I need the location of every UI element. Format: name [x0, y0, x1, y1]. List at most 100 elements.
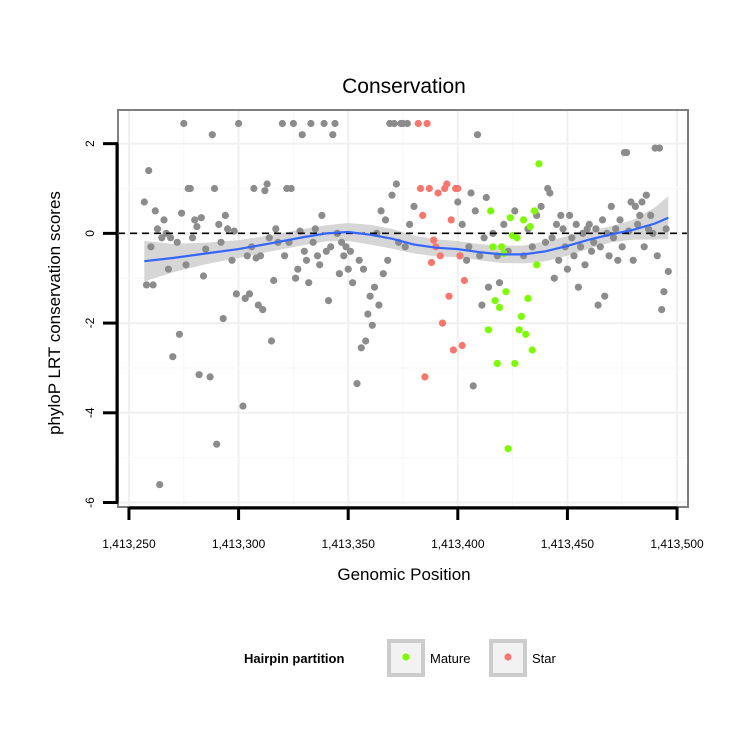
point-other [305, 279, 313, 287]
point-mature [515, 326, 523, 334]
point-mature [528, 346, 536, 354]
point-other [631, 202, 640, 210]
point-other [243, 252, 251, 260]
point-star [456, 252, 464, 260]
point-other [145, 167, 153, 175]
point-other [175, 330, 183, 338]
point-other [239, 402, 247, 410]
point-other [467, 189, 475, 197]
point-other [664, 267, 672, 276]
point-other [292, 274, 300, 282]
point-other [142, 281, 151, 289]
point-other [228, 256, 236, 264]
point-other [546, 189, 554, 197]
point-other [601, 292, 609, 300]
x-tick-label: 1,413,350 [321, 537, 375, 551]
point-other [609, 234, 618, 242]
legend-dot-mature [402, 653, 410, 661]
point-other [406, 220, 414, 228]
point-mature [522, 330, 530, 338]
point-other [188, 234, 197, 242]
point-other [259, 306, 267, 314]
point-other [370, 283, 379, 291]
point-other [480, 234, 488, 242]
point-other [364, 310, 372, 318]
point-other [463, 256, 471, 264]
y-tick-label: 0 [83, 230, 97, 237]
point-other [636, 211, 644, 219]
point-other [180, 119, 188, 128]
point-other [235, 119, 243, 128]
loess-line [144, 216, 669, 263]
point-other [377, 207, 385, 215]
legend: Hairpin partition Mature Star [244, 639, 557, 677]
point-other [311, 225, 319, 233]
point-other [245, 290, 254, 298]
point-mature [511, 359, 519, 368]
point-other [278, 119, 286, 128]
point-mature [520, 216, 528, 224]
point-other [587, 247, 596, 255]
point-other [217, 238, 225, 246]
point-other [281, 252, 289, 260]
legend-title: Hairpin partition [244, 651, 344, 666]
x-tick-label: 1,413,400 [431, 537, 485, 551]
point-other [566, 211, 574, 219]
point-mature [513, 234, 521, 242]
point-mature [495, 303, 504, 311]
point-other [585, 220, 593, 228]
point-other [307, 119, 315, 128]
point-mature [498, 243, 506, 251]
point-other [327, 243, 335, 251]
point-other [392, 180, 400, 188]
legend-dot-star [504, 653, 512, 661]
point-other [579, 229, 587, 237]
point-other [644, 225, 653, 233]
point-mature [504, 445, 512, 453]
smooth-curve [144, 216, 669, 263]
point-other [607, 202, 615, 210]
point-other [298, 131, 306, 139]
point-other [156, 481, 164, 489]
point-other [465, 243, 473, 251]
point-other [375, 301, 383, 309]
point-other [195, 371, 203, 379]
point-other [261, 187, 269, 195]
point-other [359, 265, 368, 273]
point-other [500, 220, 508, 228]
point-other [528, 243, 536, 251]
point-other [484, 283, 493, 291]
y-tick-label: -2 [83, 317, 97, 328]
point-other [287, 184, 295, 193]
point-other [612, 225, 620, 233]
point-other [199, 272, 208, 280]
point-other [381, 216, 390, 224]
point-other [366, 292, 374, 300]
legend-item-mature: Mature [387, 639, 470, 677]
point-star [414, 119, 422, 128]
point-other [241, 294, 249, 302]
point-other [309, 238, 317, 246]
point-mature [491, 297, 499, 305]
point-other [458, 220, 466, 228]
point-other [353, 380, 361, 388]
point-other [147, 243, 155, 251]
legend-label-mature: Mature [430, 651, 470, 666]
point-other [219, 315, 227, 323]
point-other [550, 274, 558, 282]
point-other [401, 243, 409, 251]
point-other [634, 220, 642, 228]
point-star [425, 184, 433, 193]
point-star [427, 258, 436, 267]
point-other [577, 243, 585, 251]
point-other [224, 225, 232, 233]
x-axis-title: Genomic Position [337, 565, 470, 584]
point-other [349, 279, 357, 287]
point-other [193, 223, 201, 231]
point-other [618, 243, 626, 251]
point-other [557, 211, 565, 219]
point-other [629, 256, 637, 264]
point-star [454, 184, 462, 193]
point-other [605, 252, 613, 260]
point-other [151, 207, 159, 215]
